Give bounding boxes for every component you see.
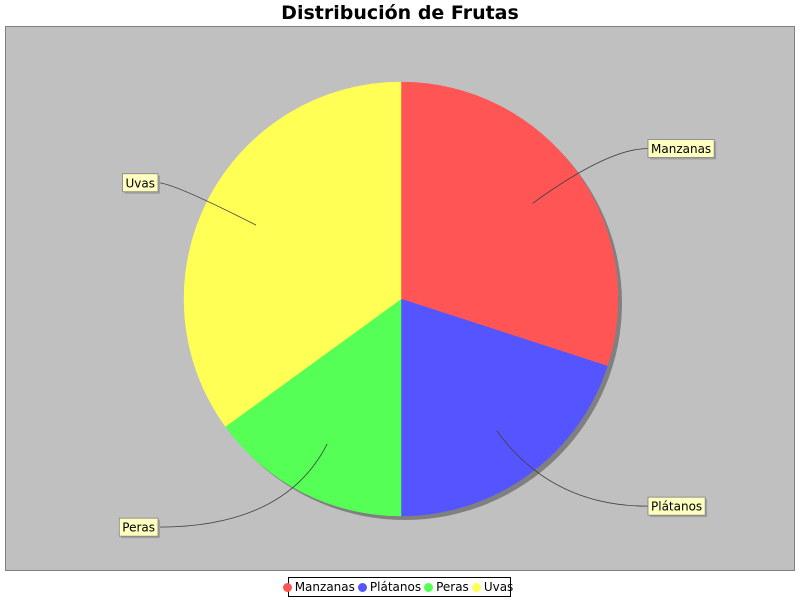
legend-label: Manzanas: [294, 580, 355, 594]
slice-label-box: [118, 517, 159, 537]
legend-item-peras: Peras: [424, 580, 469, 594]
legend-item-platanos: Plátanos: [357, 580, 422, 594]
slice-label-box: [647, 139, 715, 158]
chart-title: Distribución de Frutas: [281, 2, 519, 24]
slice-label-manzanas: Manzanas: [647, 139, 717, 160]
pie-slice-manzanas[interactable]: [400, 81, 619, 367]
slice-label-text: Plátanos: [651, 500, 702, 514]
slice-label-platanos: Plátanos: [647, 496, 708, 518]
slice-label-text: Peras: [122, 521, 155, 535]
leader-line-uvas: [157, 182, 257, 226]
legend: Manzanas Plátanos Peras Uvas: [282, 577, 514, 597]
legend-swatch: [357, 582, 367, 592]
slice-label-uvas: Uvas: [122, 173, 160, 194]
pie-slice-platanos[interactable]: [400, 298, 608, 517]
legend-item-uvas: Uvas: [471, 580, 514, 594]
leader-line-peras: [157, 443, 328, 528]
plot-area: Manzanas Plátanos Peras Uvas: [5, 26, 795, 571]
slice-label-box: [122, 173, 159, 193]
slice-label-peras: Peras: [118, 517, 160, 539]
legend-label: Plátanos: [369, 580, 422, 594]
slice-label-box: [647, 496, 706, 516]
leader-line-manzanas: [532, 148, 649, 204]
legend-label: Peras: [436, 580, 469, 594]
leader-line-platanos: [496, 430, 649, 507]
legend-label: Uvas: [483, 580, 514, 594]
legend-item-manzanas: Manzanas: [282, 580, 355, 594]
pie-chart: Manzanas Plátanos Peras Uvas: [118, 81, 717, 539]
legend-swatch: [282, 582, 292, 592]
pie-slice-peras[interactable]: [225, 298, 402, 517]
legend-swatch: [471, 582, 481, 592]
slice-label-text: Manzanas: [651, 142, 711, 156]
pie-slice-uvas[interactable]: [183, 81, 402, 427]
slice-label-text: Uvas: [126, 176, 156, 190]
legend-swatch: [424, 582, 434, 592]
